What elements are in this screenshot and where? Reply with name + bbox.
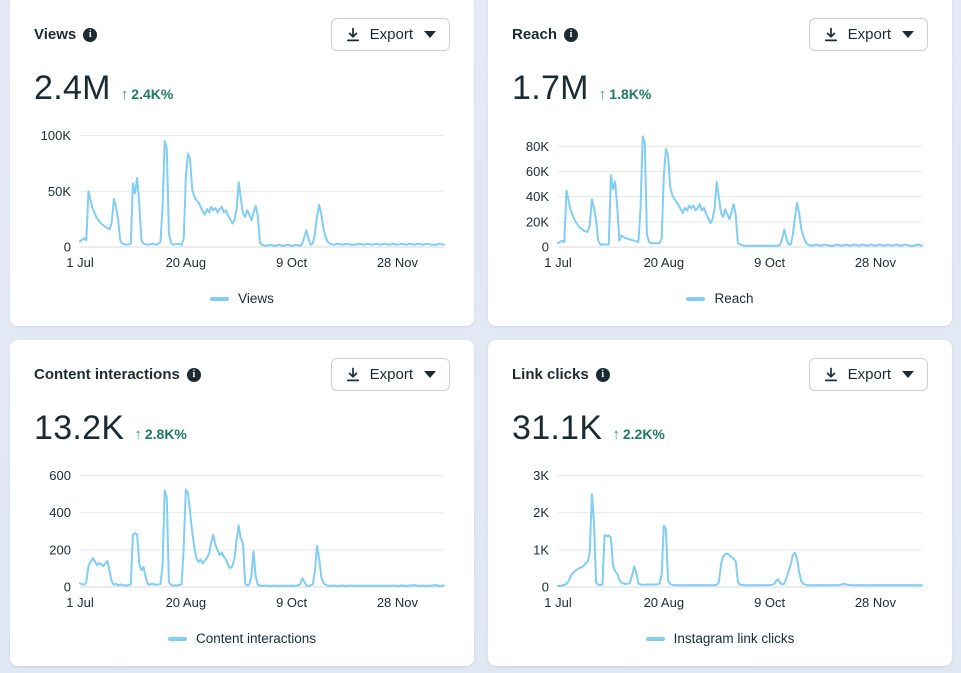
views-card-header: Views i Export	[34, 18, 450, 51]
up-arrow-icon: ↑	[134, 426, 142, 443]
svg-text:9 Oct: 9 Oct	[276, 255, 307, 270]
svg-text:28 Nov: 28 Nov	[377, 255, 419, 270]
svg-text:100K: 100K	[41, 128, 72, 143]
export-button[interactable]: Export	[808, 358, 928, 391]
svg-text:1 Jul: 1 Jul	[544, 595, 572, 610]
views-legend[interactable]: Views	[34, 287, 450, 314]
svg-text:2K: 2K	[533, 505, 549, 520]
link-clicks-legend[interactable]: Instagram link clicks	[512, 627, 928, 654]
legend-line-swatch	[167, 636, 187, 641]
legend-label: Reach	[714, 291, 754, 306]
svg-text:28 Nov: 28 Nov	[855, 255, 897, 270]
reach-chart[interactable]: 0 20K 40K 60K 80K 1 Jul 20 Aug 9 Oct 28 Nov	[512, 122, 928, 287]
views-metric-value: 2.4M	[34, 69, 111, 107]
export-button[interactable]: Export	[330, 18, 450, 51]
views-chart[interactable]: 0 50K 100K 1 Jul 20 Aug 9 Oct 28 Nov	[34, 122, 450, 287]
svg-text:20 Aug: 20 Aug	[644, 255, 685, 270]
legend-line-swatch	[210, 296, 230, 301]
svg-text:0: 0	[64, 240, 71, 255]
legend-label: Instagram link clicks	[673, 631, 795, 646]
svg-text:0: 0	[542, 240, 549, 255]
svg-text:40K: 40K	[526, 189, 549, 204]
legend-line-swatch	[686, 296, 706, 301]
link-clicks-chart[interactable]: 0 1K 2K 3K 1 Jul 20 Aug 9 Oct 28 Nov	[512, 462, 928, 627]
svg-text:9 Oct: 9 Oct	[276, 595, 307, 610]
svg-text:1 Jul: 1 Jul	[66, 255, 94, 270]
svg-text:28 Nov: 28 Nov	[377, 595, 419, 610]
content-interactions-metric-value: 13.2K	[34, 409, 125, 447]
export-button-label: Export	[369, 26, 413, 43]
content-interactions-metric-delta: ↑ 2.8K%	[134, 426, 187, 443]
export-button-label: Export	[847, 366, 891, 383]
reach-delta-value: 1.8K%	[609, 86, 652, 102]
export-button[interactable]: Export	[808, 18, 928, 51]
content-interactions-chart[interactable]: 0 200 400 600 1 Jul 20 Aug 9 Oct 28 Nov	[34, 462, 450, 627]
chevron-down-icon	[424, 31, 436, 38]
content-interactions-delta-value: 2.8K%	[144, 426, 187, 442]
reach-legend[interactable]: Reach	[512, 287, 928, 314]
svg-text:600: 600	[49, 468, 71, 483]
chevron-down-icon	[902, 371, 914, 378]
svg-text:200: 200	[49, 542, 71, 557]
svg-text:1 Jul: 1 Jul	[544, 255, 572, 270]
reach-metric-delta: ↑ 1.8K%	[599, 86, 652, 103]
download-icon	[345, 27, 361, 43]
svg-text:60K: 60K	[526, 164, 549, 179]
reach-card: Reach i Export 1.7M ↑ 1.8K% 0 20K 40K 60K 80…	[488, 0, 952, 326]
svg-text:0: 0	[64, 580, 71, 595]
svg-text:80K: 80K	[526, 139, 549, 154]
content-interactions-card-header: Content interactions i Export	[34, 358, 450, 391]
info-icon[interactable]: i	[595, 367, 610, 382]
reach-metric-value: 1.7M	[512, 69, 589, 107]
chevron-down-icon	[902, 31, 914, 38]
link-clicks-delta-value: 2.2K%	[622, 426, 665, 442]
export-button[interactable]: Export	[330, 358, 450, 391]
svg-text:20 Aug: 20 Aug	[166, 255, 207, 270]
info-icon[interactable]: i	[186, 367, 201, 382]
download-icon	[345, 367, 361, 383]
svg-text:20K: 20K	[526, 214, 549, 229]
legend-label: Views	[238, 291, 274, 306]
download-icon	[823, 367, 839, 383]
content-interactions-card: Content interactions i Export 13.2K ↑ 2.…	[10, 340, 474, 666]
svg-text:9 Oct: 9 Oct	[754, 595, 785, 610]
link-clicks-metric-delta: ↑ 2.2K%	[612, 426, 665, 443]
link-clicks-card-title: Link clicks	[512, 366, 589, 383]
link-clicks-metric-value: 31.1K	[512, 409, 603, 447]
views-delta-value: 2.4K%	[131, 86, 174, 102]
svg-text:0: 0	[542, 580, 549, 595]
svg-text:28 Nov: 28 Nov	[855, 595, 897, 610]
download-icon	[823, 27, 839, 43]
export-button-label: Export	[369, 366, 413, 383]
chevron-down-icon	[424, 371, 436, 378]
export-button-label: Export	[847, 26, 891, 43]
reach-card-title: Reach	[512, 26, 558, 43]
svg-text:20 Aug: 20 Aug	[644, 595, 685, 610]
views-card-title: Views	[34, 26, 77, 43]
link-clicks-card-header: Link clicks i Export	[512, 358, 928, 391]
link-clicks-card: Link clicks i Export 31.1K ↑ 2.2K% 0 1K 2K…	[488, 340, 952, 666]
svg-text:3K: 3K	[533, 468, 549, 483]
svg-text:400: 400	[49, 505, 71, 520]
svg-text:1 Jul: 1 Jul	[66, 595, 94, 610]
up-arrow-icon: ↑	[598, 86, 607, 103]
svg-text:9 Oct: 9 Oct	[754, 255, 785, 270]
svg-text:20 Aug: 20 Aug	[166, 595, 207, 610]
svg-text:50K: 50K	[48, 184, 71, 199]
info-icon[interactable]: i	[83, 27, 98, 42]
content-interactions-legend[interactable]: Content interactions	[34, 627, 450, 654]
up-arrow-icon: ↑	[612, 426, 620, 443]
views-metric-delta: ↑ 2.4K%	[121, 86, 174, 103]
reach-card-header: Reach i Export	[512, 18, 928, 51]
up-arrow-icon: ↑	[120, 86, 129, 103]
views-card: Views i Export 2.4M ↑ 2.4K% 0 50K 100K 1 Ju…	[10, 0, 474, 326]
content-interactions-card-title: Content interactions	[34, 366, 180, 383]
legend-label: Content interactions	[195, 631, 317, 646]
svg-text:1K: 1K	[533, 542, 549, 557]
info-icon[interactable]: i	[564, 27, 579, 42]
legend-line-swatch	[645, 636, 665, 641]
